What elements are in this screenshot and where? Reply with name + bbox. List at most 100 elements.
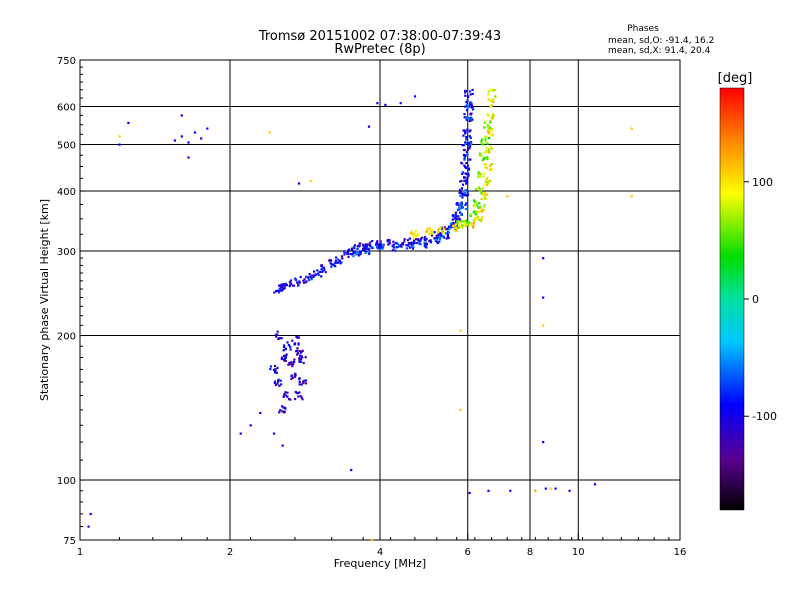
data-point xyxy=(461,144,464,147)
data-point xyxy=(447,231,450,234)
data-point xyxy=(464,105,467,108)
data-point xyxy=(413,95,417,98)
data-point xyxy=(460,179,463,183)
data-point xyxy=(486,193,489,196)
data-point xyxy=(484,166,487,169)
data-point xyxy=(480,138,484,141)
data-point xyxy=(303,379,306,382)
data-point xyxy=(359,242,362,245)
data-point xyxy=(87,525,90,528)
data-point xyxy=(460,213,463,216)
data-point xyxy=(362,243,365,246)
data-point xyxy=(364,243,367,246)
data-point xyxy=(492,114,495,117)
data-point xyxy=(472,211,475,214)
data-point xyxy=(480,218,483,221)
data-point xyxy=(464,224,467,227)
data-point xyxy=(465,138,468,141)
data-point xyxy=(445,237,448,240)
data-point xyxy=(284,359,287,362)
data-point xyxy=(279,289,282,292)
data-point xyxy=(473,221,476,224)
data-point xyxy=(379,240,382,243)
data-point xyxy=(282,283,285,286)
data-point xyxy=(468,158,471,161)
data-point xyxy=(283,354,286,357)
data-point xyxy=(472,204,475,207)
data-point xyxy=(290,374,293,378)
data-point xyxy=(288,363,291,366)
data-point xyxy=(300,383,303,386)
data-point xyxy=(289,361,292,364)
data-point xyxy=(282,395,285,398)
data-point xyxy=(406,239,409,242)
data-point xyxy=(410,230,413,233)
data-point xyxy=(446,235,449,238)
data-point xyxy=(187,141,190,144)
data-point xyxy=(442,235,445,238)
data-point xyxy=(283,284,286,287)
data-point xyxy=(330,265,333,268)
data-point xyxy=(299,354,302,357)
data-point xyxy=(311,274,314,277)
data-point xyxy=(296,347,299,350)
data-point xyxy=(464,132,467,135)
data-point xyxy=(280,289,283,292)
data-point xyxy=(301,380,305,383)
data-point xyxy=(317,273,320,276)
data-point xyxy=(411,243,414,247)
data-point xyxy=(344,252,347,255)
data-point xyxy=(353,247,356,250)
data-point xyxy=(480,142,483,145)
data-point xyxy=(439,236,442,239)
data-point xyxy=(295,281,299,284)
data-point xyxy=(484,136,488,139)
data-point xyxy=(401,242,404,245)
data-point xyxy=(474,218,477,221)
data-point xyxy=(280,383,283,386)
data-point xyxy=(388,242,391,245)
data-point xyxy=(477,171,480,174)
data-point xyxy=(335,256,338,259)
data-point xyxy=(428,227,431,230)
data-point xyxy=(463,113,466,116)
data-point xyxy=(273,381,276,384)
data-point xyxy=(464,194,467,197)
data-point xyxy=(466,104,469,107)
data-point xyxy=(323,266,326,269)
data-point xyxy=(488,127,491,130)
data-point xyxy=(489,119,492,122)
data-point xyxy=(464,91,467,94)
data-point xyxy=(485,166,488,170)
data-point xyxy=(468,135,471,138)
data-point xyxy=(293,358,296,361)
data-point xyxy=(442,231,445,234)
data-point xyxy=(454,223,457,226)
data-point xyxy=(463,157,466,160)
data-point xyxy=(465,118,468,121)
data-point xyxy=(275,371,278,374)
data-point xyxy=(488,180,491,183)
data-point xyxy=(456,220,459,223)
data-point xyxy=(458,218,462,221)
data-point xyxy=(469,136,472,139)
data-point xyxy=(481,159,484,162)
data-point xyxy=(542,257,545,260)
data-point xyxy=(465,166,468,169)
data-point xyxy=(459,408,462,412)
data-point xyxy=(437,227,440,231)
data-point xyxy=(293,360,296,363)
data-point xyxy=(464,191,467,194)
data-point xyxy=(462,153,466,157)
data-point xyxy=(193,131,196,134)
data-point xyxy=(478,152,482,155)
data-point xyxy=(376,247,380,250)
data-point xyxy=(302,361,305,365)
data-point xyxy=(416,235,419,238)
data-point xyxy=(423,243,426,246)
data-point xyxy=(269,368,272,371)
data-point xyxy=(466,99,469,102)
data-point xyxy=(411,232,414,235)
data-point xyxy=(299,395,302,398)
data-point xyxy=(466,164,470,167)
